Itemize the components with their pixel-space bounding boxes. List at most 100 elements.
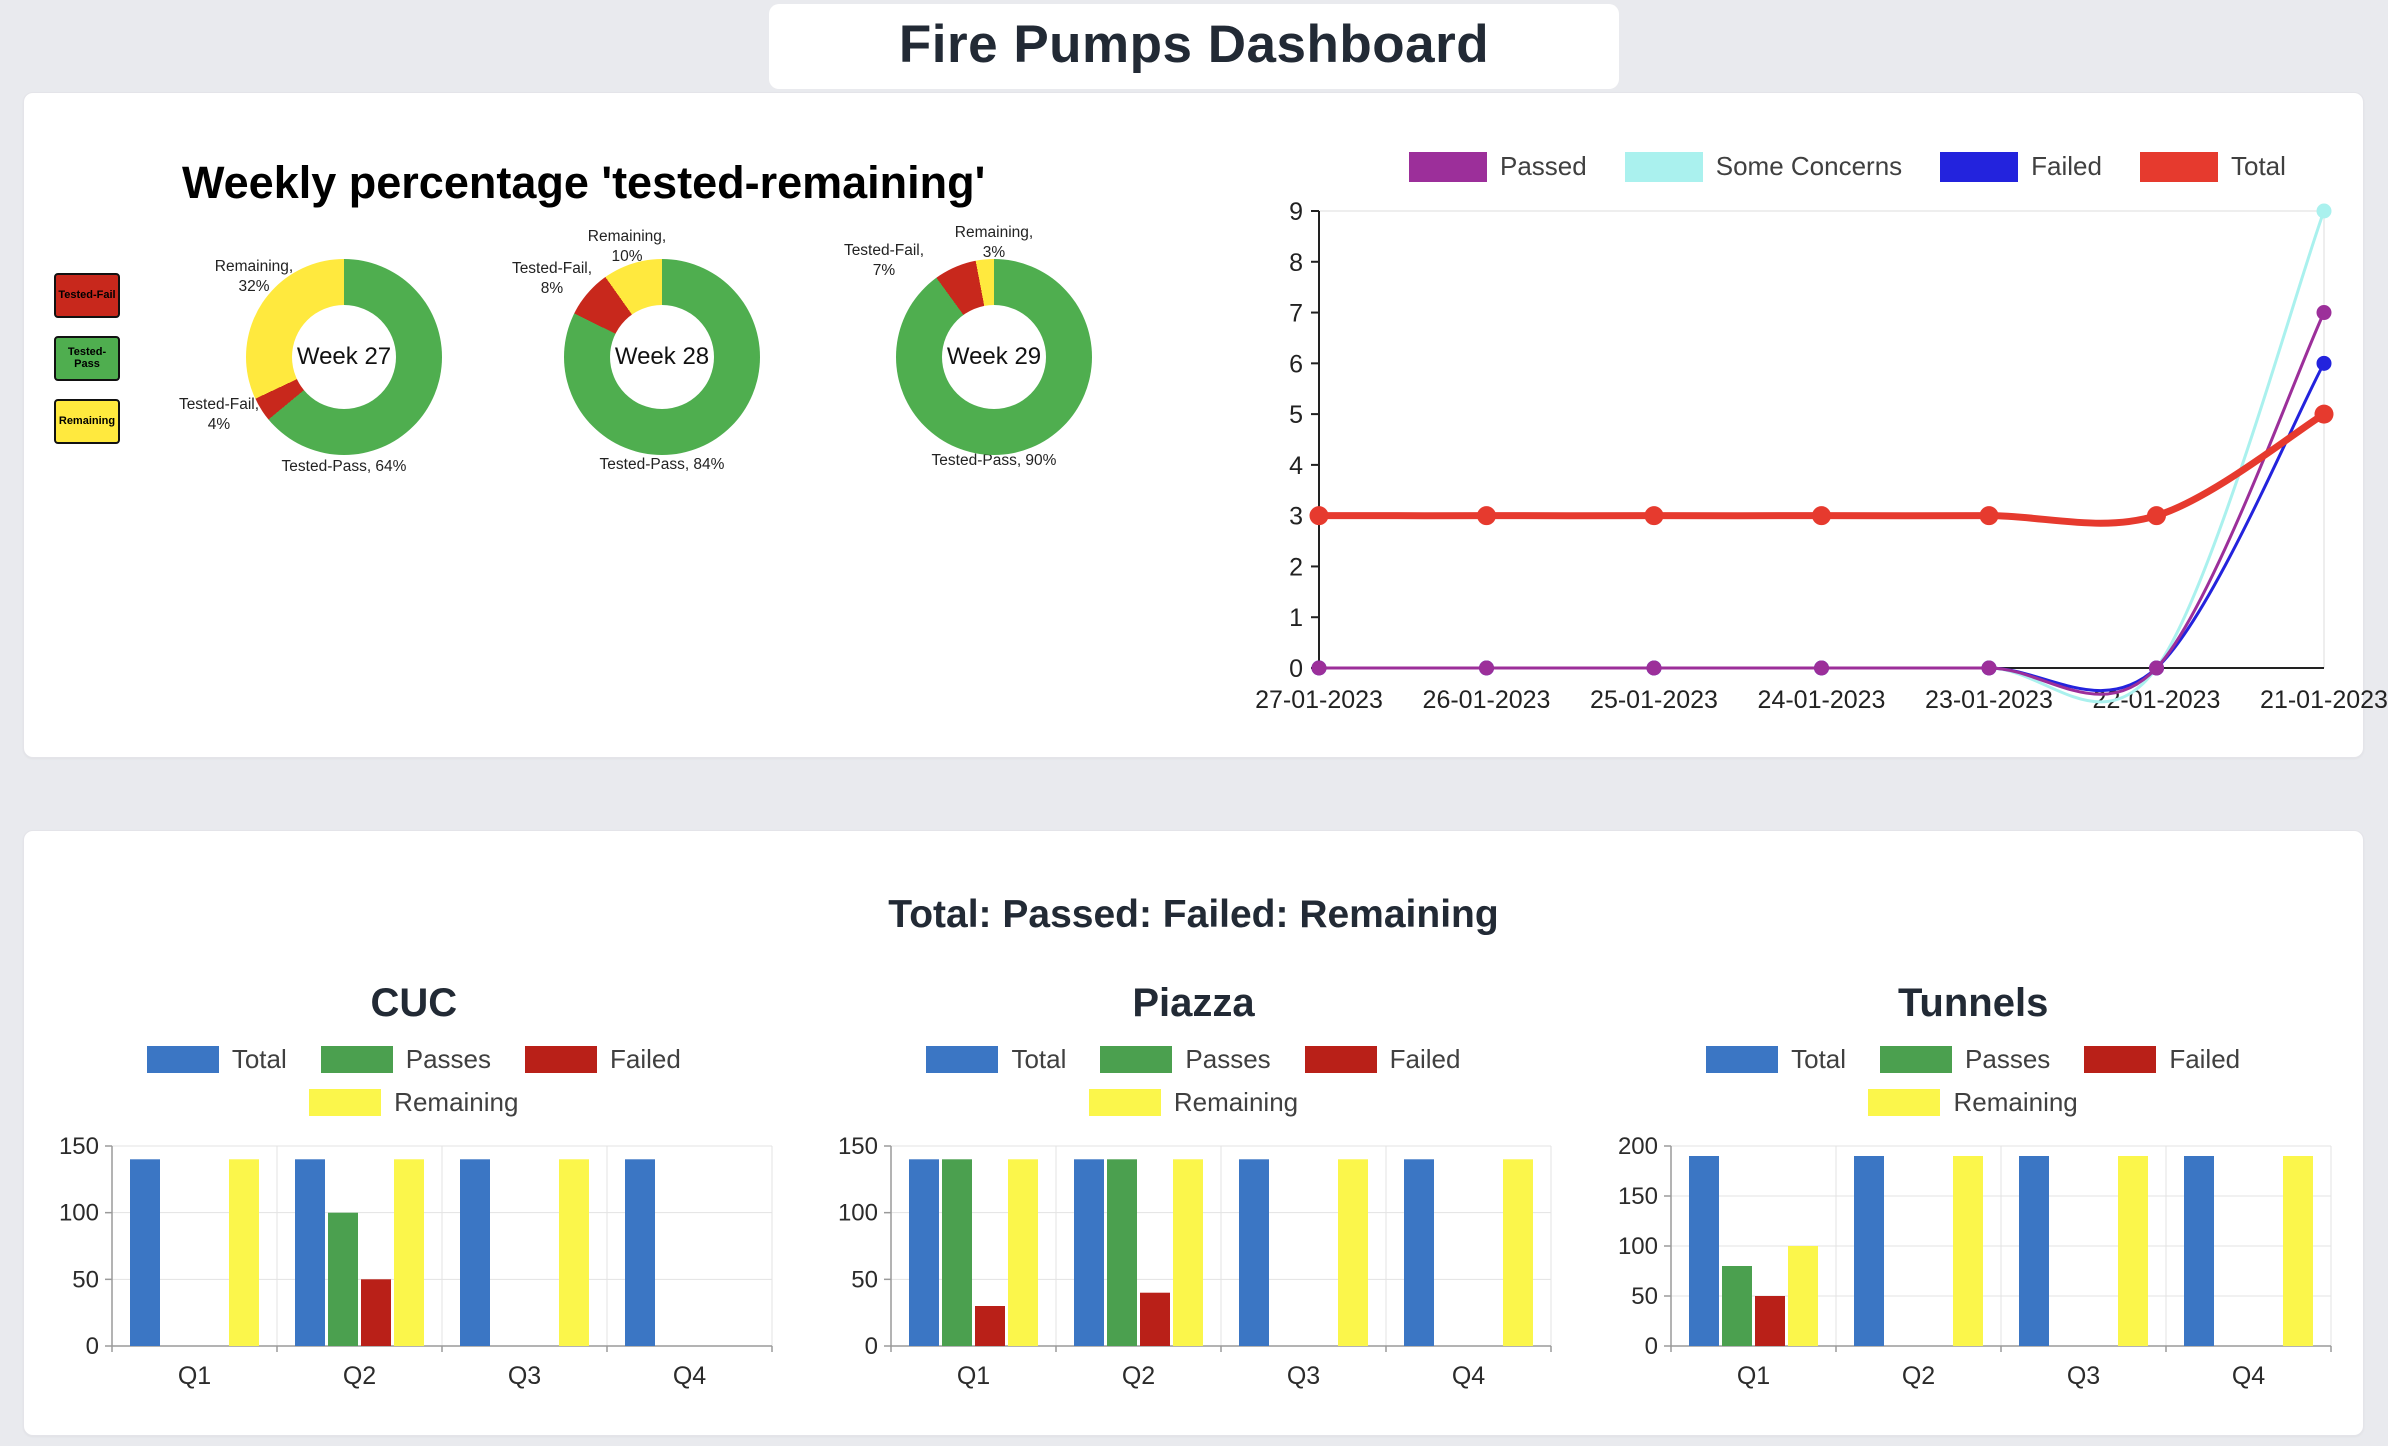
svg-text:100: 100 [59, 1200, 99, 1227]
legend-label: Tested-Pass [67, 345, 107, 370]
legend-item-some-concerns: Some Concerns [1624, 151, 1902, 182]
total-swatch [146, 1046, 219, 1073]
legend-label: Remaining [394, 1087, 519, 1117]
donut-week-28: Remaining, 10% Tested-Fail, 8% Tested-Pa… [482, 187, 842, 532]
svg-text:Q4: Q4 [1452, 1362, 1485, 1390]
bar-block-cuc: CUC Total Passes Failed [33, 963, 795, 1408]
some-concerns-swatch [1624, 151, 1703, 182]
svg-text:5: 5 [1289, 401, 1303, 429]
remaining-swatch [309, 1089, 382, 1116]
svg-text:24-01-2023: 24-01-2023 [1758, 686, 1886, 714]
svg-text:50: 50 [1631, 1283, 1658, 1310]
donut-center: Week 28 [610, 305, 714, 409]
svg-text:Q4: Q4 [673, 1362, 706, 1390]
total-swatch [2139, 151, 2218, 182]
svg-text:23-01-2023: 23-01-2023 [1925, 686, 2053, 714]
trend-line-chart: 0 1 2 3 4 5 6 7 8 9 27-01-2023 26-01-2023 25-01-2023… [1255, 198, 2388, 714]
total-swatch [926, 1046, 999, 1073]
donut-slice-label-tested-fail: Tested-Fail, 4% [178, 396, 260, 434]
failed-swatch [525, 1046, 597, 1073]
svg-text:Q2: Q2 [343, 1362, 376, 1390]
donut-center-label: Week 27 [296, 343, 392, 370]
svg-text:50: 50 [852, 1266, 879, 1293]
donut-ring: Week 28 [564, 259, 760, 455]
donut-ring: Week 27 [246, 259, 442, 455]
donut-center-label: Week 28 [614, 343, 710, 370]
legend-label: Passed [1500, 151, 1587, 181]
donut-slice-label-tested-fail: Tested-Fail, 7% [843, 242, 925, 280]
donut-slice-label-remaining: Remaining, 10% [587, 228, 667, 266]
svg-text:6: 6 [1289, 350, 1303, 378]
donut-slice-label-remaining: Remaining, 32% [214, 258, 294, 296]
cuc-legend-row-2: Remaining [309, 1087, 518, 1118]
legend-label: Failed [2169, 1044, 2241, 1074]
legend-item-passes: Passes [320, 1044, 491, 1075]
svg-text:Q1: Q1 [1737, 1362, 1770, 1390]
donut-slice-label-tested-fail: Tested-Fail, 8% [511, 260, 593, 298]
svg-text:Q1: Q1 [178, 1362, 211, 1390]
legend-label: Failed [610, 1044, 681, 1074]
svg-text:25-01-2023: 25-01-2023 [1590, 686, 1718, 714]
donut-center: Week 27 [292, 305, 396, 409]
svg-text:100: 100 [1618, 1233, 1658, 1260]
svg-text:200: 200 [1618, 1133, 1658, 1160]
svg-text:0: 0 [1645, 1333, 1658, 1360]
svg-text:Q3: Q3 [1287, 1362, 1320, 1390]
weekly-overview-card: Weekly percentage 'tested-remaining' Tes… [23, 92, 2388, 758]
svg-text:27-01-2023: 27-01-2023 [1255, 686, 1383, 714]
legend-item-passes: Passes [1880, 1044, 2050, 1075]
bar-chart-row: CUC Total Passes Failed [24, 963, 2363, 1408]
legend-item-remaining: Remaining [309, 1087, 518, 1118]
passed-swatch [1409, 151, 1487, 182]
donut-slice-label-remaining: Remaining, 3% [954, 224, 1034, 262]
svg-text:0: 0 [865, 1333, 878, 1360]
legend-item-passes: Passes [1100, 1044, 1271, 1075]
donut-center: Week 29 [942, 305, 1046, 409]
svg-text:Q1: Q1 [957, 1362, 990, 1390]
legend-item-remaining: Remaining [1868, 1087, 2078, 1118]
legend-item-tested-fail: Tested-Fail [54, 273, 120, 318]
svg-text:Q3: Q3 [2067, 1362, 2100, 1390]
quarterly-title: Total: Passed: Failed: Remaining [888, 893, 1499, 936]
svg-text:0: 0 [85, 1333, 98, 1360]
tunnels-legend-row-2: Remaining [1868, 1087, 2078, 1118]
legend-label: Tested-Fail [58, 288, 116, 301]
legend-label: Passes [405, 1044, 491, 1074]
svg-text:150: 150 [59, 1133, 99, 1160]
bar-block-piazza: Piazza Total Passes Failed [812, 963, 1574, 1408]
tunnels-title: Tunnels [1897, 981, 2049, 1025]
legend-item-remaining: Remaining [1088, 1087, 1299, 1118]
svg-text:150: 150 [838, 1133, 878, 1160]
legend-label: Passes [1965, 1044, 2051, 1074]
passes-swatch [320, 1046, 393, 1073]
svg-text:4: 4 [1289, 452, 1303, 480]
svg-text:Q4: Q4 [2232, 1362, 2265, 1390]
page-title: Fire Pumps Dashboard [768, 3, 1620, 89]
legend-label: Failed [1389, 1044, 1461, 1074]
remaining-swatch [1868, 1089, 1941, 1116]
legend-label: Failed [2031, 151, 2102, 181]
svg-text:0: 0 [1289, 655, 1303, 683]
svg-text:Q3: Q3 [508, 1362, 541, 1390]
failed-swatch [1940, 151, 2019, 182]
svg-text:100: 100 [838, 1200, 878, 1227]
legend-label: Total [2230, 151, 2286, 181]
legend-item-failed: Failed [525, 1044, 681, 1075]
weekly-chart-title: Weekly percentage 'tested-remaining' [182, 157, 986, 208]
bar-chart-tunnels: 0 50 100 150 200 Q1 Q2 Q3 Q4 [1618, 1133, 2332, 1390]
svg-text:21-01-2023: 21-01-2023 [2260, 686, 2388, 714]
donut-ring: Week 29 [896, 259, 1092, 455]
legend-label: Total [1011, 1044, 1067, 1074]
svg-text:1: 1 [1289, 604, 1303, 632]
legend-item-tested-pass: Tested-Pass [54, 336, 120, 381]
tunnels-legend-row-1: Total Passes Failed [1706, 1044, 2240, 1075]
svg-text:7: 7 [1289, 300, 1303, 328]
donut-legend: Tested-Fail Tested-Pass Remaining [54, 273, 120, 444]
bar-block-tunnels: Tunnels Total Passes Failed [1592, 963, 2354, 1408]
legend-label: Total [1791, 1044, 1847, 1074]
svg-text:9: 9 [1289, 198, 1303, 226]
legend-item-total: Total [2139, 151, 2286, 182]
legend-label: Remaining [1173, 1087, 1299, 1117]
legend-item-total: Total [1706, 1044, 1846, 1075]
trend-legend: Passed Some Concerns Failed Total [1409, 151, 2286, 182]
